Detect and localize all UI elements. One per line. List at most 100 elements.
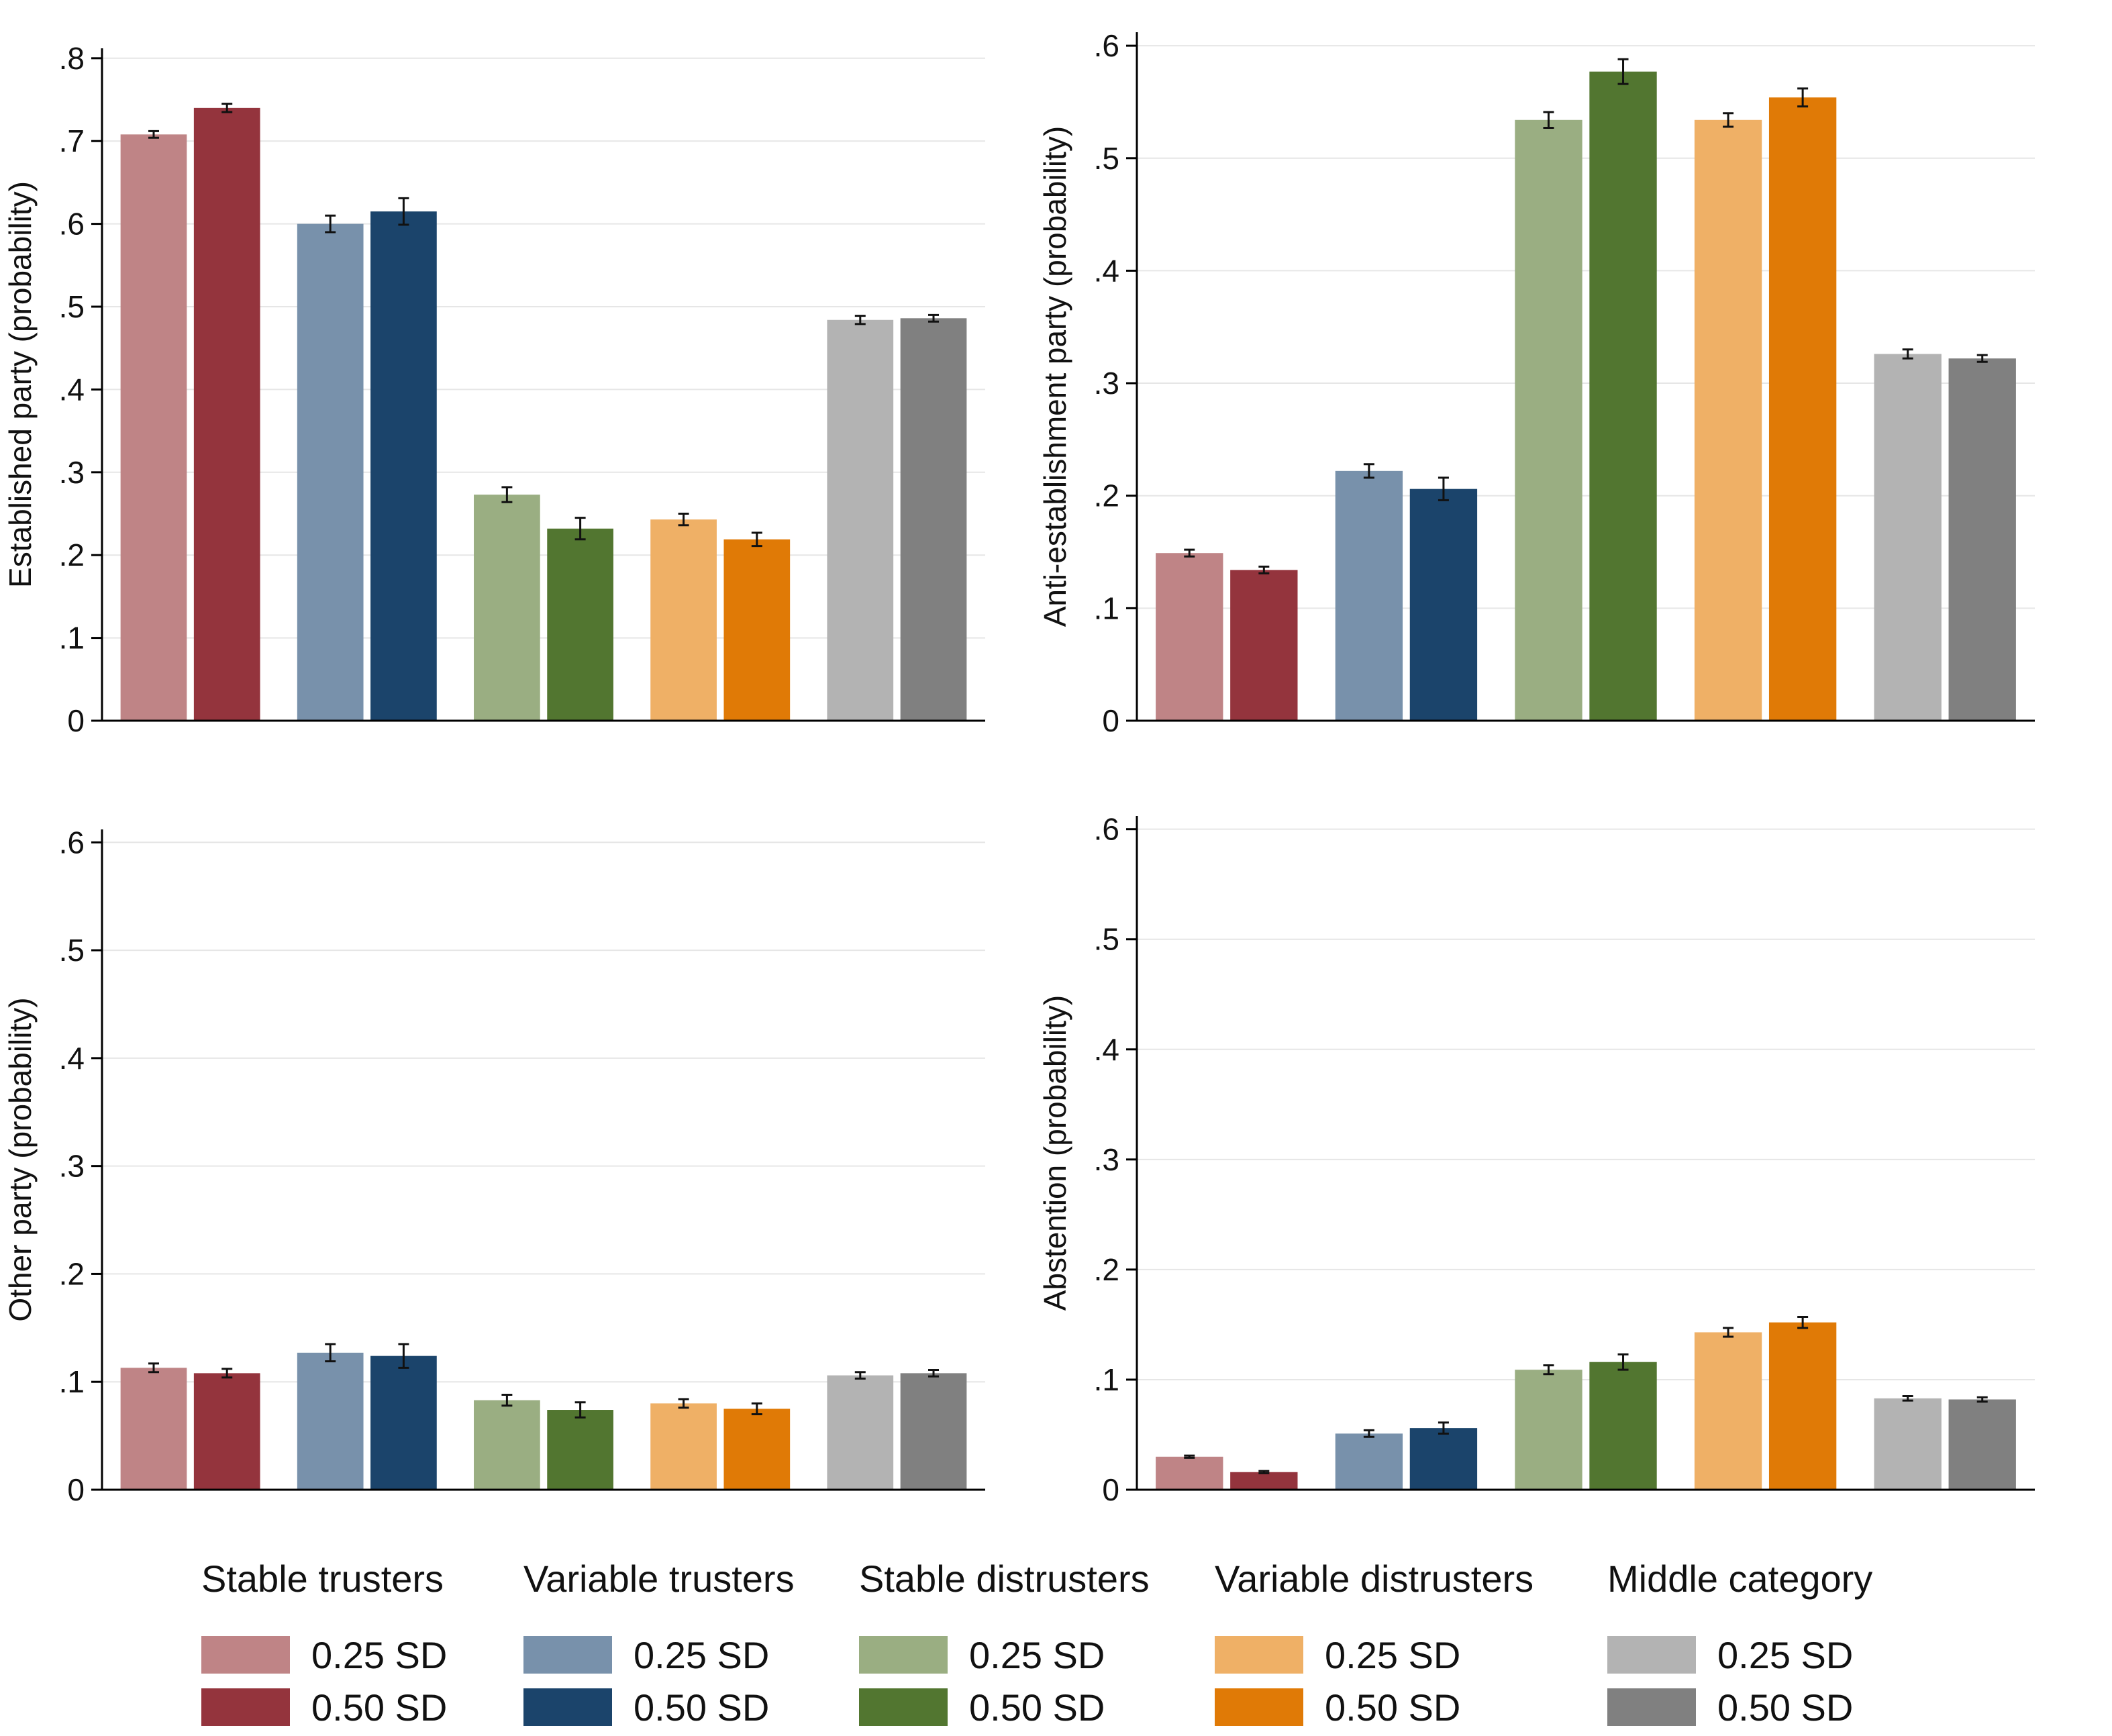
bar: Stable distrusters 0.50 SD: 0.074 bbox=[547, 1410, 613, 1490]
bar: Variable distrusters 0.25 SD: 0.534 bbox=[1694, 119, 1762, 721]
bar: Middle category 0.25 SD: 0.484 bbox=[827, 319, 894, 721]
legend-swatch bbox=[523, 1636, 612, 1674]
bar: Variable trusters 0.50 SD: 0.124 bbox=[370, 1356, 437, 1490]
legend-title: Stable trusters bbox=[201, 1558, 444, 1600]
bar: Variable distrusters 0.25 SD: 0.243 bbox=[650, 519, 717, 721]
bar: Variable trusters 0.25 SD: 0.6 bbox=[297, 223, 364, 721]
y-tick-label: .6 bbox=[1094, 812, 1119, 847]
legend-label: 0.25 SD bbox=[634, 1634, 770, 1676]
bar: Stable distrusters 0.50 SD: 0.116 bbox=[1589, 1362, 1657, 1490]
legend-label: 0.50 SD bbox=[969, 1686, 1105, 1729]
y-tick-label: 0 bbox=[67, 1472, 85, 1507]
bar: Stable trusters 0.25 SD: 0.113 bbox=[120, 1368, 187, 1490]
bar: Middle category 0.25 SD: 0.326 bbox=[1874, 354, 1942, 721]
y-tick-label: .3 bbox=[59, 1149, 85, 1184]
y-tick-label: .5 bbox=[1094, 922, 1119, 957]
bar: Variable trusters 0.50 SD: 0.615 bbox=[370, 211, 437, 721]
bar: Middle category 0.50 SD: 0.486 bbox=[900, 318, 967, 721]
y-tick-label: .5 bbox=[59, 933, 85, 968]
bar: Stable trusters 0.25 SD: 0.03 bbox=[1156, 1456, 1223, 1490]
bar: Variable trusters 0.25 SD: 0.051 bbox=[1335, 1433, 1403, 1490]
legend-swatch bbox=[859, 1688, 948, 1726]
legend-label: 0.25 SD bbox=[1325, 1634, 1461, 1676]
legend-group-middle-category: Middle category 0.25 SD 0.50 SD bbox=[1607, 1557, 1873, 1729]
legend-label: 0.50 SD bbox=[634, 1686, 770, 1729]
y-tick-label: .4 bbox=[1094, 1032, 1119, 1067]
y-tick-label: .1 bbox=[1094, 1362, 1119, 1397]
y-tick-label: .5 bbox=[59, 289, 85, 324]
panel-anti-establishment-party: Stable trusters 0.25 SD: 0.149Stable tru… bbox=[1038, 28, 2035, 738]
panel-established-party: Stable trusters 0.25 SD: 0.708Stable tru… bbox=[3, 41, 985, 738]
y-axis-title: Other party (probability) bbox=[3, 997, 38, 1321]
bar: Stable distrusters 0.25 SD: 0.273 bbox=[474, 495, 540, 721]
legend-title: Middle category bbox=[1607, 1558, 1873, 1600]
legend-swatch bbox=[859, 1636, 948, 1674]
bar: Stable distrusters 0.25 SD: 0.534 bbox=[1515, 119, 1582, 721]
y-axis-title: Anti-establishment party (probability) bbox=[1038, 126, 1072, 627]
y-tick-label: 0 bbox=[1102, 1472, 1119, 1507]
legend-title: Variable trusters bbox=[523, 1558, 795, 1600]
legend-swatch bbox=[1215, 1688, 1303, 1726]
bar: Stable distrusters 0.25 SD: 0.083 bbox=[474, 1400, 540, 1490]
bar: Middle category 0.50 SD: 0.322 bbox=[1948, 358, 2016, 721]
y-tick-label: .4 bbox=[59, 372, 85, 407]
y-tick-label: .2 bbox=[59, 538, 85, 572]
y-tick-label: .3 bbox=[1094, 1142, 1119, 1177]
y-tick-label: .6 bbox=[1094, 28, 1119, 63]
legend-title: Variable distrusters bbox=[1215, 1558, 1534, 1600]
y-axis-title: Abstention (probability) bbox=[1038, 995, 1072, 1311]
legend-group-stable-distrusters: Stable distrusters 0.25 SD 0.50 SD bbox=[859, 1557, 1150, 1729]
bar: Middle category 0.25 SD: 0.106 bbox=[827, 1375, 894, 1490]
bar: Stable trusters 0.50 SD: 0.134 bbox=[1230, 570, 1298, 721]
y-tick-label: .4 bbox=[59, 1041, 85, 1076]
bar: Variable trusters 0.25 SD: 0.222 bbox=[1335, 470, 1403, 721]
legend-group-stable-trusters: Stable trusters 0.25 SD 0.50 SD bbox=[201, 1557, 447, 1729]
y-tick-label: .7 bbox=[59, 123, 85, 158]
y-tick-label: .8 bbox=[59, 41, 85, 76]
bar: Variable distrusters 0.25 SD: 0.08 bbox=[650, 1403, 717, 1490]
bar: Stable trusters 0.50 SD: 0.108 bbox=[193, 1373, 260, 1490]
bar: Stable distrusters 0.50 SD: 0.232 bbox=[547, 528, 613, 721]
legend-group-variable-trusters: Variable trusters 0.25 SD 0.50 SD bbox=[523, 1557, 795, 1729]
legend-swatch bbox=[1607, 1636, 1696, 1674]
panel-other-party: Stable trusters 0.25 SD: 0.113Stable tru… bbox=[3, 825, 985, 1507]
legend-label: 0.25 SD bbox=[969, 1634, 1105, 1676]
bar: Variable distrusters 0.50 SD: 0.152 bbox=[1768, 1322, 1837, 1490]
legend-label: 0.50 SD bbox=[1717, 1686, 1854, 1729]
legend-title: Stable distrusters bbox=[859, 1558, 1150, 1600]
y-tick-label: .2 bbox=[59, 1256, 85, 1291]
legend-label: 0.50 SD bbox=[311, 1686, 448, 1729]
legend-label: 0.50 SD bbox=[1325, 1686, 1461, 1729]
bar: Variable trusters 0.50 SD: 0.056 bbox=[1409, 1428, 1478, 1490]
legend-group-variable-distrusters: Variable distrusters 0.25 SD 0.50 SD bbox=[1215, 1557, 1534, 1729]
bar: Variable distrusters 0.25 SD: 0.143 bbox=[1694, 1332, 1762, 1490]
y-tick-label: .5 bbox=[1094, 141, 1119, 176]
legend-swatch bbox=[201, 1688, 290, 1726]
y-tick-label: .3 bbox=[59, 455, 85, 490]
y-tick-label: .2 bbox=[1094, 1252, 1119, 1287]
bar: Variable distrusters 0.50 SD: 0.554 bbox=[1768, 97, 1837, 721]
y-tick-label: .1 bbox=[1094, 591, 1119, 625]
bar: Middle category 0.50 SD: 0.108 bbox=[900, 1373, 967, 1490]
panel-abstention: Stable trusters 0.25 SD: 0.03 Stable trus… bbox=[1038, 812, 2035, 1507]
bar: Middle category 0.25 SD: 0.083 bbox=[1874, 1398, 1942, 1490]
y-axis-title: Established party (probability) bbox=[3, 181, 38, 588]
bar: Stable trusters 0.25 SD: 0.149 bbox=[1156, 553, 1223, 721]
y-tick-label: .2 bbox=[1094, 478, 1119, 513]
bar: Variable distrusters 0.50 SD: 0.075 bbox=[723, 1409, 791, 1490]
bar: Stable distrusters 0.25 SD: 0.109 bbox=[1515, 1370, 1582, 1490]
y-tick-label: .4 bbox=[1094, 253, 1119, 288]
bar: Stable trusters 0.25 SD: 0.708 bbox=[120, 134, 187, 721]
y-tick-label: 0 bbox=[67, 703, 85, 738]
legend-label: 0.25 SD bbox=[1717, 1634, 1854, 1676]
y-tick-label: .1 bbox=[59, 621, 85, 656]
legend-swatch bbox=[523, 1688, 612, 1726]
legend-swatch bbox=[201, 1636, 290, 1674]
bar: Stable trusters 0.50 SD: 0.016 bbox=[1230, 1472, 1298, 1490]
bar: Variable distrusters 0.50 SD: 0.219 bbox=[723, 539, 791, 721]
bar: Variable trusters 0.25 SD: 0.127 bbox=[297, 1352, 364, 1490]
legend-swatch bbox=[1215, 1636, 1303, 1674]
legend: Stable trusters 0.25 SD 0.50 SD Variable… bbox=[201, 1557, 1919, 1731]
bar: Variable trusters 0.50 SD: 0.206 bbox=[1409, 489, 1478, 721]
